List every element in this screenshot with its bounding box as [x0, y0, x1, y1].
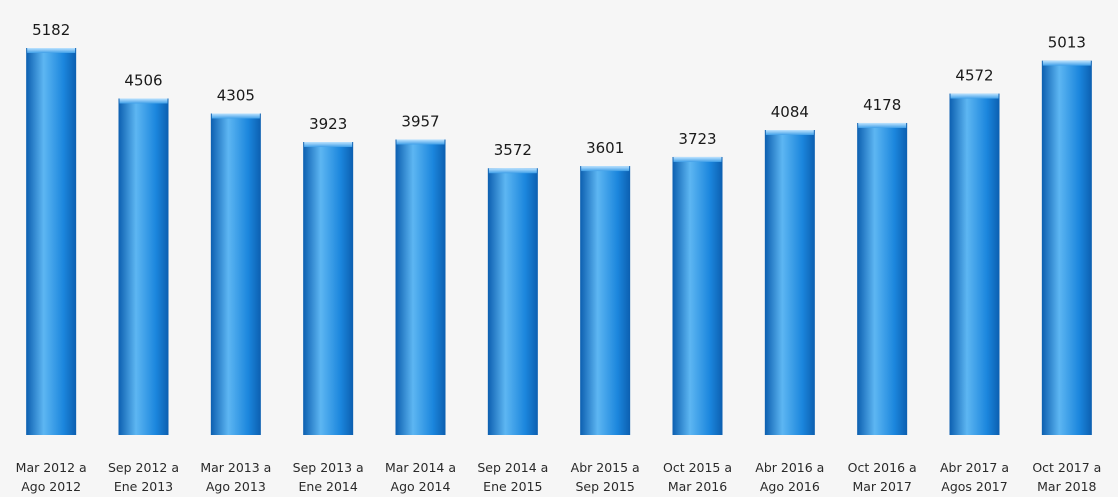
value-label-9: 4178 — [863, 96, 901, 114]
category-label-3-line-0: Sep 2013 a — [293, 460, 364, 475]
bar-8 — [764, 130, 815, 436]
bars-layer — [26, 48, 1092, 436]
bar-11 — [1041, 60, 1092, 436]
value-label-6: 3601 — [586, 139, 624, 157]
category-label-7-line-1: Mar 2016 — [668, 479, 727, 494]
value-label-8: 4084 — [771, 103, 809, 121]
bar-cap-6 — [581, 166, 630, 172]
category-label-0-line-0: Mar 2012 a — [16, 460, 87, 475]
category-label-7-line-0: Oct 2015 a — [663, 460, 732, 475]
category-label-11-line-1: Mar 2018 — [1037, 479, 1096, 494]
bar-3 — [303, 142, 354, 436]
category-label-6-line-1: Sep 2015 — [575, 479, 634, 494]
bar-cap-5 — [488, 168, 537, 174]
bar-cap-7 — [673, 156, 722, 162]
category-label-3-line-1: Ene 2014 — [299, 479, 358, 494]
bar-2 — [210, 113, 261, 435]
category-label-6-line-0: Abr 2015 a — [571, 460, 640, 475]
value-label-4: 3957 — [401, 112, 439, 130]
category-label-2-line-1: Ago 2013 — [206, 479, 266, 494]
category-label-10-line-0: Abr 2017 a — [940, 460, 1009, 475]
bar-cap-8 — [765, 130, 814, 136]
bar-cap-3 — [304, 142, 353, 148]
bar-6 — [580, 166, 631, 435]
category-label-8-line-0: Abr 2016 a — [755, 460, 824, 475]
bar-1 — [118, 98, 169, 436]
bar-4 — [395, 139, 446, 435]
bar-cap-11 — [1042, 60, 1091, 66]
bar-0 — [26, 48, 77, 435]
bar-5 — [487, 168, 538, 435]
bar-9 — [857, 122, 908, 435]
category-label-4-line-0: Mar 2014 a — [385, 460, 456, 475]
value-label-11: 5013 — [1048, 34, 1086, 52]
category-label-9-line-1: Mar 2017 — [852, 479, 911, 494]
category-label-10-line-1: Agos 2017 — [941, 479, 1007, 494]
category-label-5-line-0: Sep 2014 a — [477, 460, 548, 475]
bar-cap-1 — [119, 98, 168, 104]
value-labels-layer: 5182 4506 4305 3923 3957 3572 3601 3723 4084 4178… — [32, 21, 1086, 159]
value-label-10: 4572 — [955, 67, 993, 85]
bar-10 — [949, 93, 1000, 435]
value-label-1: 4506 — [124, 71, 162, 89]
value-label-0: 5182 — [32, 21, 70, 39]
bar-cap-4 — [396, 139, 445, 145]
category-label-11-line-0: Oct 2017 a — [1032, 460, 1101, 475]
value-label-2: 4305 — [217, 86, 255, 104]
category-label-1-line-1: Ene 2013 — [114, 479, 173, 494]
category-label-1-line-0: Sep 2012 a — [108, 460, 179, 475]
value-label-3: 3923 — [309, 115, 347, 133]
category-labels-layer: Mar 2012 a Ago 2012 Sep 2012 a Ene 2013 Mar … — [16, 460, 1102, 494]
category-label-9-line-0: Oct 2016 a — [848, 460, 917, 475]
bar-cap-2 — [211, 113, 260, 119]
bar-7 — [672, 156, 723, 435]
value-label-5: 3572 — [494, 141, 532, 159]
value-label-7: 3723 — [678, 130, 716, 148]
bar-cap-0 — [27, 48, 76, 53]
category-label-2-line-0: Mar 2013 a — [200, 460, 271, 475]
category-label-0-line-1: Ago 2012 — [21, 479, 81, 494]
category-label-4-line-1: Ago 2014 — [391, 479, 451, 494]
category-label-8-line-1: Ago 2016 — [760, 479, 820, 494]
bar-cap-10 — [950, 93, 999, 99]
category-label-5-line-1: Ene 2015 — [483, 479, 542, 494]
bar-cap-9 — [858, 122, 907, 128]
